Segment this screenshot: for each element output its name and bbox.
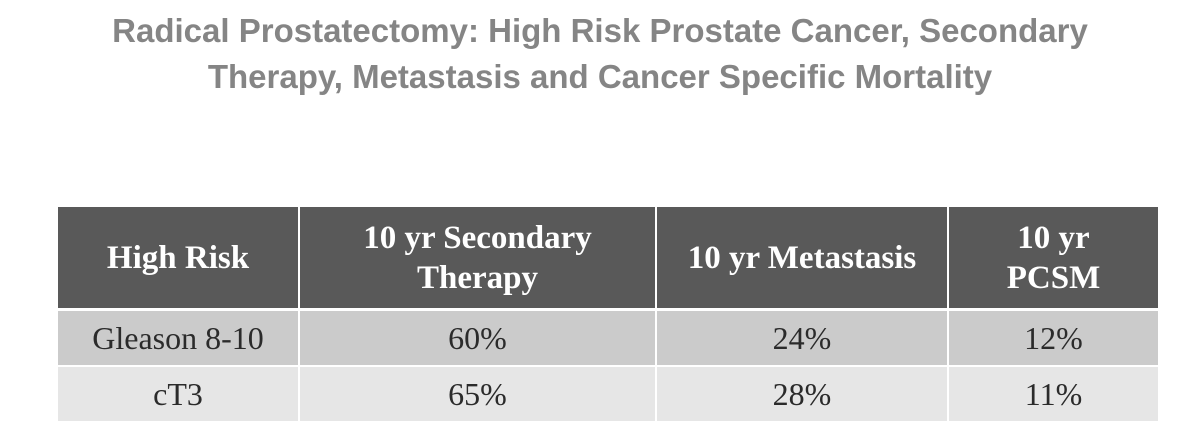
table-row: Gleason 8-10 60% 24% 12% — [58, 309, 1158, 366]
header-secondary-therapy: 10 yr Secondary Therapy — [299, 207, 657, 311]
slide-title: Radical Prostatectomy: High Risk Prostat… — [0, 8, 1200, 100]
slide-title-line-1: Radical Prostatectomy: High Risk Prostat… — [112, 12, 1088, 49]
header-metastasis: 10 yr Metastasis — [656, 207, 949, 311]
results-table: High Risk 10 yr Secondary Therapy 10 yr … — [58, 207, 1158, 421]
table-row: cT3 65% 28% 11% — [58, 365, 1158, 421]
metastasis-cell: 24% — [656, 309, 949, 366]
header-secondary-therapy-line-1: 10 yr Secondary — [363, 219, 592, 256]
row-label-cell: cT3 — [58, 365, 300, 421]
row-label-cell: Gleason 8-10 — [58, 309, 300, 366]
pcsm-cell: 11% — [948, 365, 1158, 421]
metastasis-cell: 28% — [656, 365, 949, 421]
header-secondary-therapy-line-2: Therapy — [416, 259, 538, 296]
header-high-risk: High Risk — [58, 207, 300, 311]
secondary-therapy-cell: 60% — [299, 309, 657, 366]
header-pcsm-line-2: PCSM — [1006, 259, 1101, 296]
slide-title-line-2: Therapy, Metastasis and Cancer Specific … — [207, 58, 993, 95]
table-header-row: High Risk 10 yr Secondary Therapy 10 yr … — [58, 207, 1158, 311]
secondary-therapy-cell: 65% — [299, 365, 657, 421]
header-high-risk-label: High Risk — [106, 239, 250, 276]
header-pcsm-line-1: 10 yr — [1017, 219, 1090, 256]
header-pcsm: 10 yr PCSM — [948, 207, 1158, 311]
pcsm-cell: 12% — [948, 309, 1158, 366]
header-metastasis-label: 10 yr Metastasis — [687, 239, 917, 276]
